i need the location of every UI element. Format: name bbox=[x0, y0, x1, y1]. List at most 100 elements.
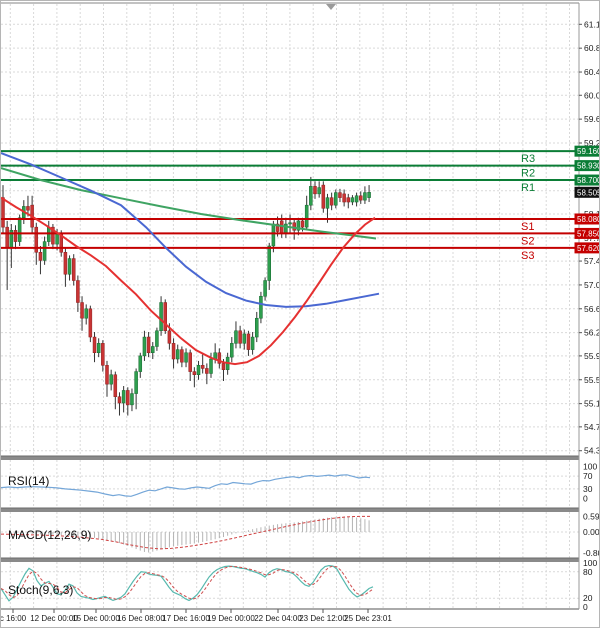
price-tick-label: 55.140 bbox=[584, 399, 600, 409]
price-tick-label: 61.180 bbox=[584, 19, 600, 29]
level-label-R2: R2 bbox=[521, 168, 535, 180]
candle-bullish bbox=[250, 336, 255, 350]
candle-bearish bbox=[163, 302, 167, 332]
price-tick-label: 57.410 bbox=[584, 256, 600, 266]
time-tick-label: 25 Dec 23:01 bbox=[344, 614, 392, 623]
candle-bullish bbox=[134, 371, 138, 394]
candle-bullish bbox=[17, 217, 22, 242]
candlesticks bbox=[1, 176, 371, 416]
candle-bearish bbox=[13, 230, 18, 242]
candle-bullish bbox=[196, 365, 201, 375]
time-tick-label: 16 Dec 08:00 bbox=[117, 614, 165, 623]
macd-histogram bbox=[27, 516, 370, 553]
rsi-tick-label: 70 bbox=[583, 471, 593, 481]
candle-bullish bbox=[121, 390, 126, 404]
candle-bullish bbox=[67, 258, 72, 275]
candle-bearish bbox=[338, 192, 342, 198]
ma-mid-blue-line bbox=[1, 152, 380, 308]
candle-bearish bbox=[359, 195, 363, 201]
stoch-tick-label: 80 bbox=[583, 567, 593, 577]
candle-bearish bbox=[80, 302, 84, 319]
price-tick-label: 54.390 bbox=[584, 446, 600, 456]
candle-bullish bbox=[159, 302, 163, 332]
candle-bearish bbox=[238, 330, 242, 344]
macd-tick-label: 0.5985 bbox=[583, 511, 600, 521]
macd-signal-line bbox=[1, 515, 370, 550]
rsi-tick-label: 30 bbox=[583, 484, 593, 494]
level-badge-S1 bbox=[574, 213, 599, 225]
candle-bearish bbox=[105, 365, 109, 385]
candle-bullish bbox=[304, 204, 309, 228]
candle-bullish bbox=[96, 343, 101, 354]
candle-bearish bbox=[329, 197, 334, 206]
candle-bearish bbox=[71, 258, 76, 281]
rsi-line bbox=[1, 474, 371, 497]
candle-bearish bbox=[321, 184, 326, 209]
candle-bearish bbox=[200, 365, 205, 369]
candle-bearish bbox=[221, 363, 226, 370]
level-badge-R3-text: 59.160 bbox=[577, 147, 600, 156]
candle-bullish bbox=[151, 346, 155, 354]
candle-bearish bbox=[342, 193, 346, 203]
gridlines bbox=[1, 4, 579, 609]
price-tick-label: 60.420 bbox=[584, 67, 600, 77]
candle-bearish bbox=[180, 349, 184, 363]
candle-bullish bbox=[242, 333, 247, 344]
time-tick-label: 12 Dec 00:00 bbox=[30, 614, 78, 623]
rsi-tick-label: 100 bbox=[583, 462, 597, 472]
panel-separator bbox=[1, 456, 599, 460]
price-tick-label: 60.050 bbox=[584, 90, 600, 100]
scroll-position-marker bbox=[326, 4, 336, 10]
candle-bearish bbox=[192, 371, 197, 375]
candle-bullish bbox=[230, 343, 234, 358]
candle-bullish bbox=[350, 197, 355, 203]
price-tick-label: 57.030 bbox=[584, 280, 600, 290]
price-tick-label: 55.520 bbox=[584, 375, 600, 385]
price-badges: 59.160 58.930 58.700 58.080 57.850 57.620 58.5… bbox=[574, 145, 600, 254]
stoch-tick-label: 0 bbox=[583, 602, 588, 612]
price-axis-background bbox=[579, 1, 599, 627]
candle-bullish bbox=[271, 223, 276, 247]
candle-bullish bbox=[259, 295, 263, 319]
candle-bearish bbox=[117, 396, 122, 404]
candle-bullish bbox=[142, 336, 147, 357]
candle-bullish bbox=[354, 195, 359, 203]
macd-tick-label: -0.8045 bbox=[583, 548, 600, 558]
candle-bearish bbox=[167, 330, 172, 344]
level-badge-R1-text: 58.700 bbox=[577, 176, 600, 185]
candle-bullish bbox=[209, 358, 213, 374]
rsi-tick-label: 0 bbox=[583, 494, 588, 504]
price-tick-label: 55.900 bbox=[584, 351, 600, 361]
stoch-k-line bbox=[1, 564, 374, 602]
level-badge-S1-text: 58.080 bbox=[577, 215, 600, 224]
macd-tick-label: 0.00 bbox=[583, 527, 600, 537]
candle-bearish bbox=[34, 226, 39, 253]
level-label-S3: S3 bbox=[521, 250, 534, 262]
ma-fast-red-line bbox=[1, 196, 376, 366]
candle-bullish bbox=[267, 245, 271, 281]
candle-bullish bbox=[367, 192, 371, 198]
candle-bearish bbox=[63, 252, 68, 275]
candle-bullish bbox=[175, 349, 180, 360]
price-tick-label: 60.800 bbox=[584, 43, 600, 53]
price-tick-label: 56.650 bbox=[584, 304, 600, 314]
candle-bullish bbox=[234, 330, 238, 344]
level-badge-R1 bbox=[574, 174, 599, 186]
candle-bullish bbox=[288, 222, 292, 225]
candle-bullish bbox=[130, 393, 134, 406]
candle-bearish bbox=[1, 197, 5, 228]
candle-bullish bbox=[309, 186, 313, 206]
level-label-R3: R3 bbox=[521, 153, 535, 165]
level-badge-R2-text: 58.930 bbox=[577, 162, 600, 171]
candle-bullish bbox=[263, 280, 267, 297]
candle-bullish bbox=[155, 330, 159, 347]
candle-bullish bbox=[255, 317, 259, 338]
candle-bullish bbox=[55, 233, 59, 245]
level-lines: R3 R2 R1 S1 S2 S3 bbox=[1, 150, 579, 262]
panel-separator bbox=[1, 508, 599, 512]
candle-bearish bbox=[188, 352, 192, 372]
candle-bullish bbox=[184, 352, 188, 363]
candle-bearish bbox=[76, 280, 80, 303]
price-tick-label: 56.270 bbox=[584, 328, 600, 338]
